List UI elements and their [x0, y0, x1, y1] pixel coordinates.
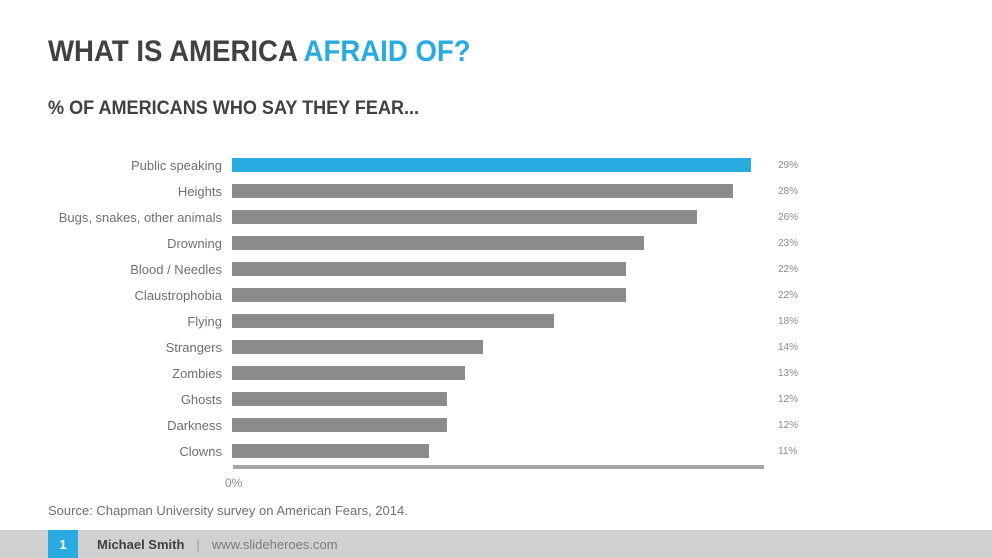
- bar-track: [232, 418, 769, 432]
- category-label: Ghosts: [180, 391, 222, 407]
- page-number-box: 1: [48, 530, 78, 558]
- bar-track: [232, 314, 769, 328]
- value-label: 29%: [778, 159, 799, 171]
- chart-row: Zombies 13%: [0, 360, 992, 386]
- bar-track: [232, 392, 769, 406]
- bar-track: [232, 288, 769, 302]
- bar-track: [232, 262, 769, 276]
- category-label: Heights: [177, 183, 222, 199]
- chart-row: Bugs, snakes, other animals 26%: [0, 204, 992, 230]
- bar: [232, 314, 555, 328]
- footer-author: Michael Smith: [97, 536, 185, 552]
- x-axis-zero-label: 0%: [225, 476, 243, 490]
- value-label: 12%: [778, 393, 799, 405]
- value-label: 14%: [778, 341, 799, 353]
- source-note: Source: Chapman University survey on Ame…: [48, 503, 408, 518]
- chart-row: Blood / Needles 22%: [0, 256, 992, 282]
- slide-title: WHAT IS AMERICA AFRAID OF?: [48, 37, 471, 67]
- bar: [232, 184, 734, 198]
- bar-track: [232, 184, 769, 198]
- slide-title-dark-part: WHAT IS AMERICA: [48, 35, 304, 68]
- slide-subtitle: % OF AMERICANS WHO SAY THEY FEAR...: [48, 98, 420, 119]
- category-label: Blood / Needles: [130, 261, 222, 277]
- category-label: Claustrophobia: [134, 287, 222, 303]
- category-label: Flying: [187, 313, 222, 329]
- chart-row: Ghosts 12%: [0, 386, 992, 412]
- value-label: 26%: [778, 211, 799, 223]
- chart-row: Clowns 11%: [0, 438, 992, 464]
- slide-title-accent-part: AFRAID OF?: [303, 35, 471, 68]
- x-axis-line: [233, 465, 764, 469]
- chart-row: Strangers 14%: [0, 334, 992, 360]
- bar: [232, 366, 465, 380]
- chart-row: Darkness 12%: [0, 412, 992, 438]
- category-label: Bugs, snakes, other animals: [58, 209, 222, 225]
- bar: [232, 210, 698, 224]
- value-label: 23%: [778, 237, 799, 249]
- chart-row: Heights 28%: [0, 178, 992, 204]
- bar-chart: Public speaking 29% Heights 28% Bugs, snakes…: [0, 152, 992, 491]
- bar: [232, 288, 626, 302]
- footer-website: www.slideheroes.com: [211, 536, 338, 552]
- category-label: Darkness: [167, 417, 222, 433]
- category-label: Zombies: [172, 365, 222, 381]
- bar-track: [232, 210, 769, 224]
- footer-separator: |: [196, 536, 200, 552]
- value-label: 28%: [778, 185, 799, 197]
- category-label: Public speaking: [130, 157, 222, 173]
- value-label: 12%: [778, 419, 799, 431]
- bar-track: [232, 236, 769, 250]
- bar: [232, 340, 483, 354]
- chart-row: Claustrophobia 22%: [0, 282, 992, 308]
- value-label: 22%: [778, 263, 799, 275]
- bar-track: [232, 444, 769, 458]
- chart-row: Drowning 23%: [0, 230, 992, 256]
- category-label: Strangers: [165, 339, 222, 355]
- category-label: Drowning: [167, 235, 222, 251]
- value-label: 13%: [778, 367, 799, 379]
- value-label: 22%: [778, 289, 799, 301]
- bar-chart-rows: Public speaking 29% Heights 28% Bugs, snakes…: [0, 152, 992, 464]
- bar-track: [232, 340, 769, 354]
- chart-row: Public speaking 29%: [0, 152, 992, 178]
- bar: [232, 444, 429, 458]
- bar-track: [232, 366, 769, 380]
- category-label: Clowns: [179, 443, 222, 459]
- bar: [232, 418, 447, 432]
- value-label: 11%: [778, 445, 798, 457]
- bar-highlighted: [232, 158, 752, 172]
- bar: [232, 392, 447, 406]
- value-label: 18%: [778, 315, 799, 327]
- chart-row: Flying 18%: [0, 308, 992, 334]
- footer-bar: 1 Michael Smith | www.slideheroes.com: [0, 530, 992, 558]
- bar-track: [232, 158, 769, 172]
- bar: [232, 262, 626, 276]
- bar: [232, 236, 644, 250]
